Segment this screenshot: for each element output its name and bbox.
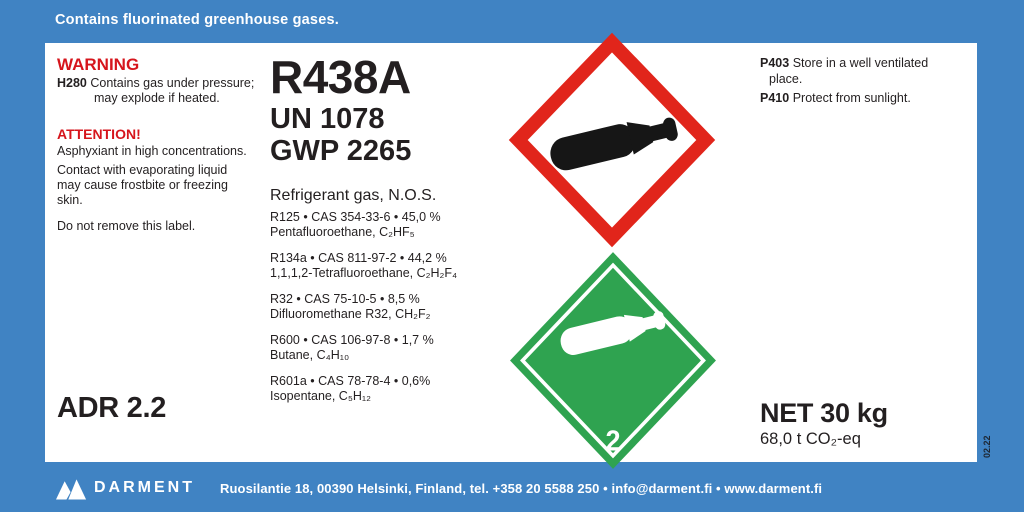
adr-2-2-non-flammable-gas-icon: 2 — [509, 251, 717, 470]
label-version: 02.22 — [982, 435, 992, 458]
product-description: Refrigerant gas, N.O.S. — [270, 187, 437, 204]
component-formula-line: Pentafluoroethane, C₂HF₅ — [270, 225, 415, 239]
adr-class-number: 2 — [605, 425, 620, 457]
h280-statement: H280 Contains gas under pressure; may ex… — [57, 76, 269, 106]
p-text: Store in a well ventilated place. — [769, 56, 929, 86]
gwp-value: GWP 2265 — [270, 135, 412, 167]
component-formula-line: Difluoromethane R32, CH₂F₂ — [270, 307, 431, 321]
composition-list: R125 • CAS 354-33-6 • 45,0 % Pentafluoro… — [270, 210, 495, 415]
p-code: P403 — [760, 56, 790, 70]
net-weight: NET 30 kg — [760, 398, 888, 428]
component-formula-line: Butane, C₄H₁₀ — [270, 348, 350, 362]
component-cas-line: R125 • CAS 354-33-6 • 45,0 % — [270, 210, 441, 224]
component-cas-line: R32 • CAS 75-10-5 • 8,5 % — [270, 292, 420, 306]
adr-class-text: ADR 2.2 — [57, 392, 167, 424]
warning-title: WARNING — [57, 55, 140, 74]
precaution-statements: P403 Store in a well ventilated place. P… — [760, 56, 952, 111]
component-cas-line: R600 • CAS 106-97-8 • 1,7 % — [270, 333, 434, 347]
component-r125: R125 • CAS 354-33-6 • 45,0 % Pentafluoro… — [270, 210, 495, 240]
component-formula-line: Isopentane, C₅H₁₂ — [270, 389, 371, 403]
p403-statement: P403 Store in a well ventilated place. — [760, 56, 952, 87]
attention-title: ATTENTION! — [57, 126, 141, 142]
co2-equivalent: 68,0 t CO₂-eq — [760, 430, 861, 448]
h-code: H280 — [57, 76, 87, 90]
label-sheet: WARNING H280 Contains gas under pressure… — [45, 43, 977, 462]
asphyxiant-note: Asphyxiant in high concentrations. — [57, 144, 247, 158]
component-r601a: R601a • CAS 78-78-4 • 0,6% Isopentane, C… — [270, 374, 495, 404]
component-r32: R32 • CAS 75-10-5 • 8,5 % Difluoromethan… — [270, 292, 495, 322]
darment-mountains-logo-icon — [56, 477, 87, 500]
p-code: P410 — [760, 91, 790, 105]
fgas-notice: Contains fluorinated greenhouse gases. — [55, 12, 339, 28]
do-not-remove-note: Do not remove this label. — [57, 219, 196, 233]
component-formula-line: 1,1,1,2-Tetrafluoroethane, C₂H₂F₄ — [270, 266, 458, 280]
p-text: Protect from sunlight. — [792, 91, 911, 105]
un-number: UN 1078 — [270, 103, 385, 135]
frostbite-note: Contact with evaporating liquid may caus… — [57, 163, 228, 207]
component-r600: R600 • CAS 106-97-8 • 1,7 % Butane, C₄H₁… — [270, 333, 495, 363]
company-contact-line: Ruosilantie 18, 00390 Helsinki, Finland,… — [220, 481, 823, 496]
component-cas-line: R601a • CAS 78-78-4 • 0,6% — [270, 374, 431, 388]
brand-name: DARMENT — [94, 479, 195, 496]
ghs04-gas-cylinder-icon — [508, 32, 716, 248]
component-r134a: R134a • CAS 811-97-2 • 44,2 % 1,1,1,2-Te… — [270, 251, 495, 281]
h-text: Contains gas under pressure; may explode… — [90, 76, 255, 105]
product-name: R438A — [270, 51, 411, 103]
p410-statement: P410 Protect from sunlight. — [760, 91, 952, 107]
component-cas-line: R134a • CAS 811-97-2 • 44,2 % — [270, 251, 447, 265]
